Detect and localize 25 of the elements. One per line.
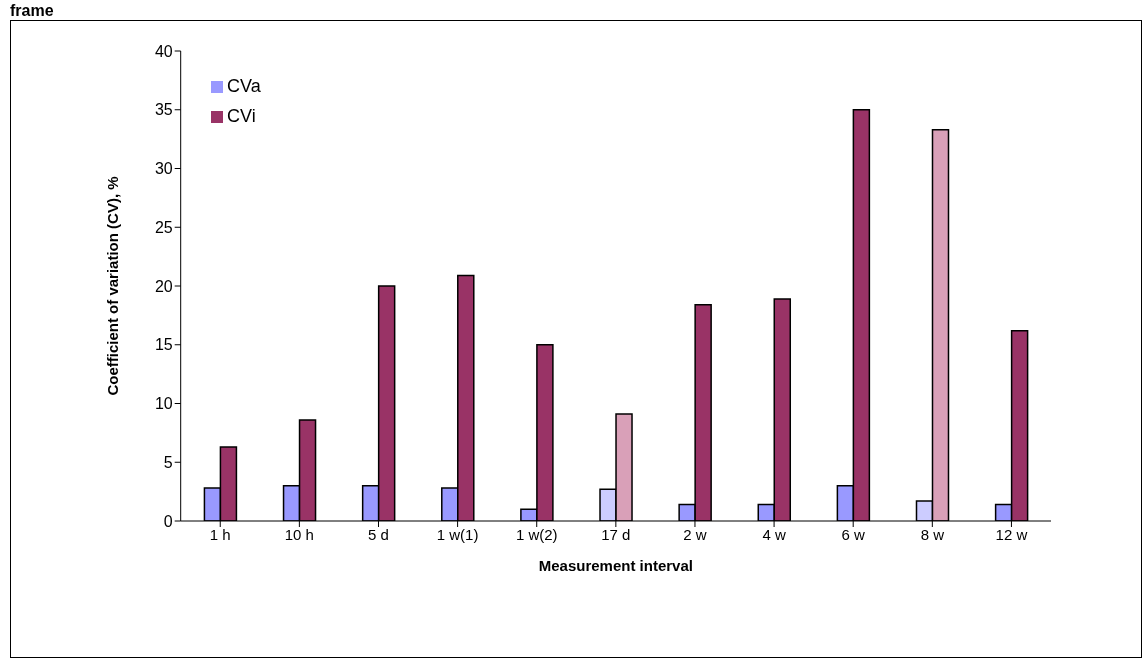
legend-label: CVa [227,76,261,96]
x-tick-label: 12 w [995,525,1028,543]
y-tick-label: 20 [154,277,173,295]
y-tick-label: 5 [163,453,173,471]
x-tick-label: 6 w [841,525,866,543]
x-tick-label: 1 w(1) [436,525,479,543]
legend-label: CVi [227,106,256,126]
x-tick-label: 2 w [683,525,707,543]
y-tick-label: 15 [154,336,173,354]
y-tick-label: 25 [154,218,173,236]
text: frame [10,2,54,20]
x-tick-label: 17 d [601,525,631,543]
x-tick-label: 1 w(2) [515,525,558,543]
y-tick-label: 0 [163,512,173,530]
y-tick-label: 40 [154,42,173,60]
x-tick-label: 5 d [368,525,389,543]
x-tick-label: 8 w [920,525,945,543]
y-tick-label: 30 [154,160,173,178]
y-axis-title: Coefficient of variation (CV), % [104,176,122,396]
x-tick-label: 1 h [209,525,231,543]
y-tick-label: 10 [154,395,173,413]
x-tick-label: 4 w [762,525,786,543]
y-tick-label: 35 [154,101,173,119]
x-tick-label: 10 h [284,525,314,543]
x-axis-title: Measurement interval [538,557,693,574]
